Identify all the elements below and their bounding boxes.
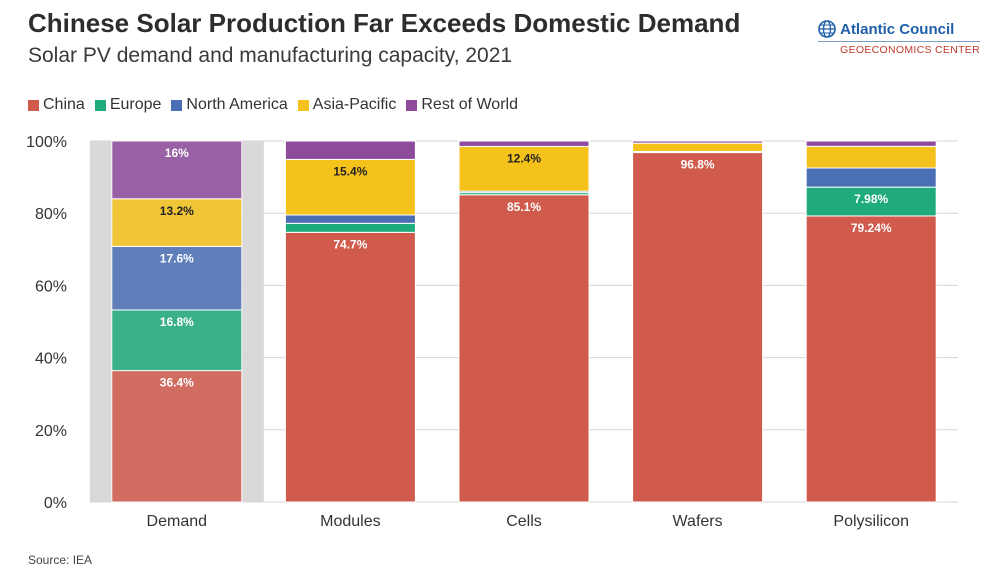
bar-segment-modules-europe <box>284 222 416 233</box>
data-label-demand-rest-of-world: 16% <box>165 146 189 160</box>
legend-swatch-asia-pacific <box>297 99 309 111</box>
atlantic-council-logo: Atlantic Council GEOECONOMICS CENTER <box>818 20 980 56</box>
x-tick-label-polysilicon: Polysilicon <box>833 513 909 530</box>
chart-legend: China Europe North America Asia-Pacific … <box>28 96 518 114</box>
bar-segment-cells-china <box>458 194 590 503</box>
data-label-demand-north-america: 17.6% <box>160 251 194 265</box>
legend-item-china: China <box>28 96 85 114</box>
legend-label-china: China <box>43 96 85 113</box>
data-label-demand-asia-pacific: 13.2% <box>160 204 194 218</box>
data-label-cells-asia-pacific: 12.4% <box>507 151 541 165</box>
globe-icon <box>818 20 836 38</box>
legend-item-rest-of-world: Rest of World <box>406 96 518 114</box>
y-tick-label: 60% <box>35 278 67 295</box>
bar-segment-modules-rest-of-world <box>284 140 416 160</box>
bar-segment-demand-rest-of-world <box>111 140 243 200</box>
x-tick-label-demand: Demand <box>147 513 207 530</box>
bar-segment-polysilicon-europe <box>805 186 937 217</box>
y-tick-label: 100% <box>26 134 67 151</box>
bar-segment-modules-asia-pacific <box>284 158 416 216</box>
y-tick-label: 20% <box>35 423 67 440</box>
data-label-polysilicon-europe: 7.98% <box>854 192 888 206</box>
legend-swatch-rest-of-world <box>406 99 418 111</box>
legend-label-north-america: North America <box>186 96 288 113</box>
x-tick-label-wafers: Wafers <box>673 513 723 530</box>
bar-segment-demand-europe <box>111 309 243 372</box>
source-note: Source: IEA <box>28 553 93 567</box>
data-label-polysilicon-china: 79.24% <box>851 221 892 235</box>
data-label-modules-asia-pacific: 15.4% <box>333 164 367 178</box>
chart-title: Chinese Solar Production Far Exceeds Dom… <box>28 8 741 38</box>
bar-segment-cells-rest-of-world <box>458 140 590 147</box>
y-tick-label: 80% <box>35 206 67 223</box>
data-label-wafers-china: 96.8% <box>681 158 715 172</box>
bar-segment-cells-asia-pacific <box>458 145 590 192</box>
bar-segment-wafers-china <box>632 152 764 503</box>
legend-item-north-america: North America <box>171 96 288 114</box>
chart-subtitle: Solar PV demand and manufacturing capaci… <box>28 44 513 67</box>
y-tick-label: 0% <box>44 495 67 512</box>
legend-item-europe: Europe <box>94 96 162 114</box>
bar-segment-modules-china <box>284 231 416 503</box>
legend-label-asia-pacific: Asia-Pacific <box>312 96 397 113</box>
logo-name: Atlantic Council <box>840 20 955 38</box>
bar-segment-demand-north-america <box>111 245 243 311</box>
data-label-modules-china: 74.7% <box>333 237 367 251</box>
bar-segment-modules-north-america <box>284 214 416 224</box>
legend-label-rest-of-world: Rest of World <box>421 96 518 113</box>
legend-label-europe: Europe <box>109 96 162 113</box>
bar-segment-polysilicon-china <box>805 215 937 503</box>
y-tick-label: 40% <box>35 351 67 368</box>
bar-segment-polysilicon-rest-of-world <box>805 140 937 147</box>
legend-swatch-europe <box>94 99 106 111</box>
bar-segment-demand-china <box>111 370 243 503</box>
logo-divider <box>818 41 980 42</box>
legend-swatch-north-america <box>171 99 183 111</box>
legend-swatch-china <box>28 99 39 111</box>
bar-segment-demand-asia-pacific <box>111 198 243 247</box>
legend-item-asia-pacific: Asia-Pacific <box>297 96 397 114</box>
logo-subtitle: GEOECONOMICS CENTER <box>840 44 980 56</box>
bar-segment-polysilicon-asia-pacific <box>805 145 937 169</box>
x-tick-label-modules: Modules <box>320 513 380 530</box>
bar-segment-polysilicon-north-america <box>805 167 937 188</box>
data-label-demand-china: 36.4% <box>160 376 194 390</box>
data-label-cells-china: 85.1% <box>507 200 541 214</box>
bar-segment-wafers-rest-of-world <box>632 140 764 144</box>
data-label-demand-europe: 16.8% <box>160 315 194 329</box>
x-tick-label-cells: Cells <box>506 513 542 530</box>
bar-segment-wafers-asia-pacific <box>632 142 764 152</box>
